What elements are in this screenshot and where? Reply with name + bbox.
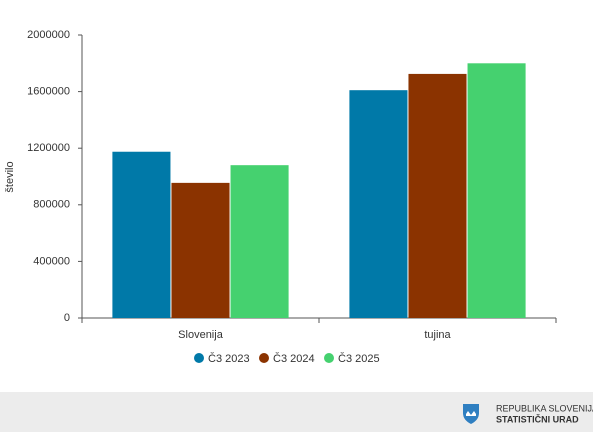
logo (463, 404, 479, 424)
legend-label: Č3 2024 (273, 352, 315, 365)
legend-marker (194, 353, 204, 363)
y-tick-label: 2000000 (27, 29, 70, 41)
y-tick-label: 0 (64, 312, 70, 324)
footer-line2: STATISTIČNI URAD (496, 413, 579, 424)
legend-marker (259, 353, 269, 363)
bar (230, 165, 289, 318)
footer-band (0, 392, 593, 432)
x-tick-label: tujina (424, 329, 451, 341)
bar (112, 151, 171, 318)
legend-label: Č3 2023 (208, 352, 250, 365)
x-tick-label: Slovenija (178, 329, 224, 341)
y-tick-label: 800000 (33, 199, 70, 211)
y-tick-label: 1600000 (27, 86, 70, 98)
legend-label: Č3 2025 (338, 352, 380, 365)
bar (171, 182, 230, 318)
bar (349, 90, 408, 318)
y-tick-label: 1200000 (27, 142, 70, 154)
legend-marker (324, 353, 334, 363)
y-tick-label: 400000 (33, 255, 70, 267)
bar (408, 73, 467, 318)
bar (467, 63, 526, 318)
y-axis-label: število (4, 161, 16, 192)
footer-line1: REPUBLIKA SLOVENIJA (496, 403, 593, 413)
